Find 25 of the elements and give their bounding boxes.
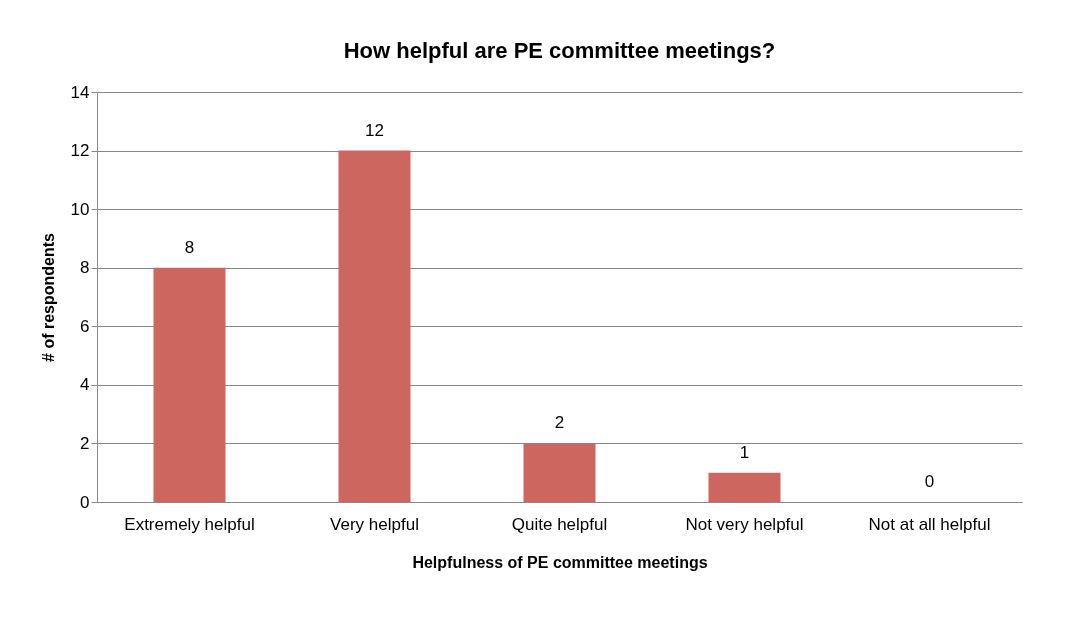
y-tick-label: 0 — [80, 492, 90, 512]
y-tick-label: 4 — [80, 375, 90, 395]
x-tick-label: Quite helpful — [511, 514, 608, 534]
data-label: 2 — [554, 413, 565, 433]
data-label: 12 — [365, 120, 384, 140]
data-label: 8 — [184, 237, 195, 257]
bar — [153, 267, 226, 502]
y-tick-label: 14 — [70, 82, 90, 102]
bar — [708, 472, 781, 502]
y-tick-label: 12 — [70, 141, 90, 161]
y-tick-label: 6 — [80, 316, 90, 336]
y-tick-label: 2 — [80, 433, 90, 453]
x-tick-label: Extremely helpful — [124, 514, 255, 534]
chart-title: How helpful are PE committee meetings? — [343, 38, 776, 63]
x-tick-label: Not very helpful — [685, 514, 804, 534]
y-axis-title: # of respondents — [39, 232, 57, 362]
bar — [338, 150, 411, 502]
data-label: 0 — [924, 472, 935, 491]
y-tick-label: 10 — [70, 199, 90, 219]
data-label: 1 — [739, 442, 750, 462]
x-axis-title: Helpfulness of PE committee meetings — [412, 553, 708, 571]
x-tick-label: Very helpful — [330, 514, 419, 534]
y-tick-label: 8 — [80, 258, 90, 278]
bar — [523, 443, 596, 502]
x-tick-label: Not at all helpful — [868, 514, 991, 534]
